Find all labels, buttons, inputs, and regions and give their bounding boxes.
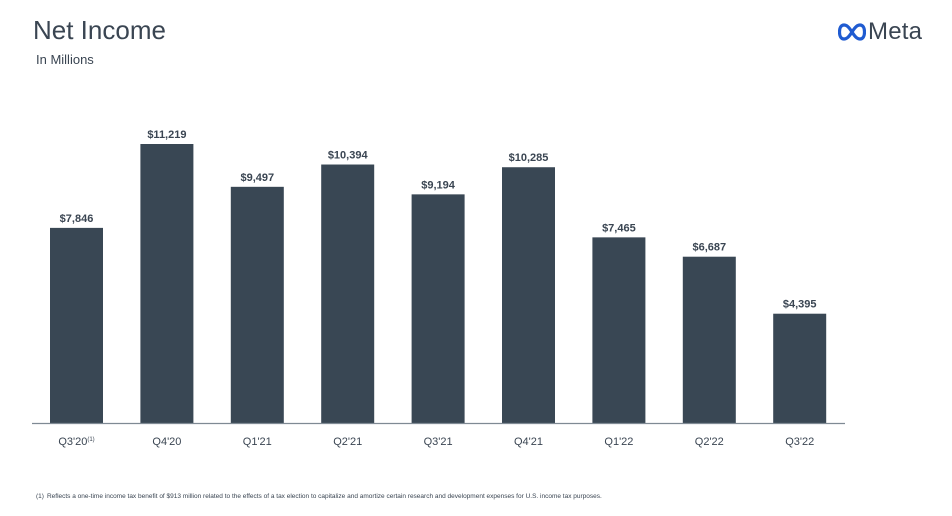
bar-3 <box>230 186 284 423</box>
x-tick-label-7: Q1'22 <box>604 436 633 448</box>
bar-5 <box>411 194 465 423</box>
x-tick-label-1: Q3'20(1) <box>58 436 94 448</box>
meta-infinity-icon <box>838 23 866 41</box>
bar-value-label-2: $11,219 <box>147 129 186 141</box>
page-subtitle: In Millions <box>36 52 94 67</box>
bar-7 <box>592 237 646 423</box>
bar-4 <box>321 164 375 423</box>
page-title: Net Income <box>33 15 166 45</box>
bar-value-label-6: $10,285 <box>509 152 549 164</box>
brand-name: Meta <box>868 18 923 45</box>
bar-value-label-3: $9,497 <box>240 172 274 184</box>
footnote-superscript: (1) <box>87 437 94 443</box>
bar-1 <box>50 227 103 423</box>
brand-logo: Meta <box>838 16 922 48</box>
footnote-marker: (1) <box>36 493 44 500</box>
x-tick-label-6: Q4'21 <box>514 436 543 448</box>
bar-value-label-7: $7,465 <box>602 222 636 234</box>
footnote-text: Reflects a one-time income tax benefit o… <box>46 493 602 500</box>
bar-8 <box>682 256 736 423</box>
bar-value-label-9: $4,395 <box>783 299 817 311</box>
bar-value-label-4: $10,394 <box>328 150 369 162</box>
bar-value-label-5: $9,194 <box>421 179 456 191</box>
bar-2 <box>140 144 194 423</box>
x-tick-label-4: Q2'21 <box>333 436 362 448</box>
x-tick-label-9: Q3'22 <box>785 436 814 448</box>
x-tick-label-5: Q3'21 <box>424 436 453 448</box>
bar-9 <box>773 313 827 423</box>
x-tick-label-2: Q4'20 <box>152 436 181 448</box>
x-tick-label-3: Q1'21 <box>243 436 272 448</box>
net-income-bar-chart: $7,846 Q3'20(1) $11,219 Q4'20 $9,497 Q1'21 $10… <box>32 129 845 448</box>
footnote: (1) Reflects a one-time income tax benefi… <box>36 493 602 500</box>
bar-value-label-1: $7,846 <box>60 213 94 225</box>
x-tick-label-8: Q2'22 <box>695 436 724 448</box>
bar-6 <box>502 167 555 423</box>
bar-value-label-8: $6,687 <box>692 242 726 254</box>
